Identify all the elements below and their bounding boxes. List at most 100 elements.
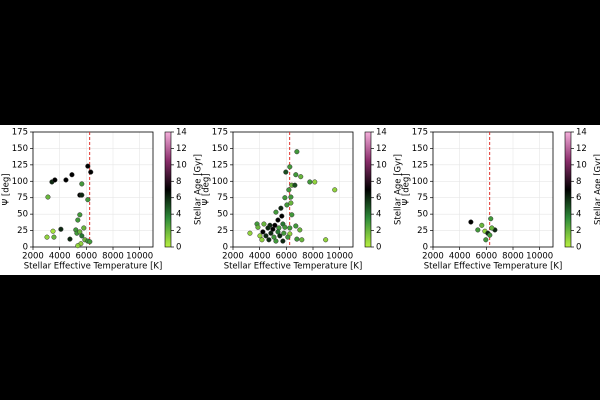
x-tick-label: 4000 [49, 252, 71, 262]
x-tick-label: 2000 [222, 252, 244, 262]
data-point [270, 226, 276, 232]
x-tick-label: 8000 [502, 252, 524, 262]
data-point [58, 226, 64, 232]
data-point [79, 233, 85, 239]
data-point [294, 236, 300, 242]
colorbar-tick-label: 0 [576, 243, 581, 253]
data-point [288, 194, 294, 200]
data-point [77, 229, 83, 235]
data-point [284, 202, 290, 208]
data-point [281, 230, 287, 236]
colorbar-tick-label: 10 [376, 160, 387, 170]
plot-frame [32, 131, 154, 248]
data-point [475, 227, 481, 233]
colorbar [564, 131, 572, 248]
y-tick-label: 25 [417, 226, 428, 236]
plot-frame [232, 131, 354, 248]
data-point [247, 230, 253, 236]
x-tick-label: 6000 [276, 252, 298, 262]
data-point [272, 222, 278, 228]
data-point [279, 213, 285, 219]
data-point [489, 225, 495, 231]
y-tick-label: 175 [412, 128, 428, 138]
data-point [286, 187, 292, 193]
colorbar-tick-label: 0 [176, 243, 181, 253]
data-point [288, 200, 294, 206]
x-tick-label: 8000 [102, 252, 124, 262]
data-point [287, 225, 293, 231]
y-tick-label: 100 [412, 177, 428, 187]
colorbar-tick-label: 4 [176, 210, 181, 220]
data-point [79, 181, 85, 187]
x-tick-label: 10000 [126, 252, 153, 262]
data-point [277, 233, 283, 239]
data-point [81, 225, 87, 231]
data-point [488, 216, 494, 222]
y-tick-label: 150 [212, 144, 228, 154]
y-tick-label: 125 [412, 160, 428, 170]
colorbar-tick-label: 8 [176, 177, 181, 187]
y-axis-label: Ψ [deg] [402, 173, 412, 205]
data-point [50, 228, 56, 234]
data-point [275, 217, 281, 223]
colorbar-tick-label: 14 [176, 128, 187, 138]
data-point [294, 149, 300, 155]
colorbar-tick-label: 10 [576, 160, 587, 170]
x-tick-label: 8000 [302, 252, 324, 262]
y-tick-label: 100 [12, 177, 28, 187]
data-point [69, 172, 75, 178]
data-point [323, 237, 329, 243]
y-tick-label: 75 [417, 193, 428, 203]
colorbar-tick-label: 8 [576, 177, 581, 187]
colorbar-tick-label: 2 [176, 226, 181, 236]
colorbar-tick-label: 2 [576, 226, 581, 236]
colorbar-tick-label: 6 [176, 193, 181, 203]
x-tick-label: 4000 [449, 252, 471, 262]
y-axis-label: Ψ [deg] [202, 173, 212, 205]
x-tick-label: 6000 [76, 252, 98, 262]
data-point [51, 234, 57, 240]
colorbar-tick-label: 2 [376, 226, 381, 236]
colorbar-tick-label: 6 [576, 193, 581, 203]
data-point [292, 182, 298, 188]
y-tick-label: 0 [223, 243, 228, 253]
data-point [77, 212, 83, 218]
data-point [63, 177, 69, 183]
data-point [289, 212, 295, 218]
data-point [283, 169, 289, 175]
data-point [332, 187, 338, 193]
data-point [487, 232, 493, 238]
data-point [312, 179, 318, 185]
y-tick-label: 75 [217, 193, 228, 203]
data-point [293, 223, 299, 229]
x-tick-label: 6000 [476, 252, 498, 262]
x-axis-label: Stellar Effective Temperature [K] [24, 262, 163, 272]
colorbar-label: Stellar Age [Gyr] [394, 154, 404, 225]
data-point [263, 233, 269, 239]
colorbar-tick-label: 12 [576, 144, 587, 154]
data-point [468, 219, 474, 225]
data-point [75, 217, 81, 223]
data-point [479, 222, 485, 228]
data-point [297, 227, 303, 233]
data-point [75, 243, 81, 249]
data-point [298, 174, 304, 180]
y-tick-label: 50 [217, 210, 228, 220]
y-tick-label: 150 [412, 144, 428, 154]
data-point [287, 164, 293, 170]
data-point [266, 237, 272, 243]
data-point [273, 209, 279, 215]
data-point [88, 169, 94, 175]
colorbar-tick-label: 8 [376, 177, 381, 187]
data-point [79, 192, 85, 198]
y-axis-label: Ψ [deg] [2, 173, 12, 205]
data-point [255, 224, 261, 230]
data-point [87, 239, 93, 245]
data-point [85, 163, 91, 169]
x-tick-label: 4000 [249, 252, 271, 262]
y-tick-label: 50 [17, 210, 28, 220]
data-point [273, 238, 279, 244]
data-point [261, 221, 267, 227]
